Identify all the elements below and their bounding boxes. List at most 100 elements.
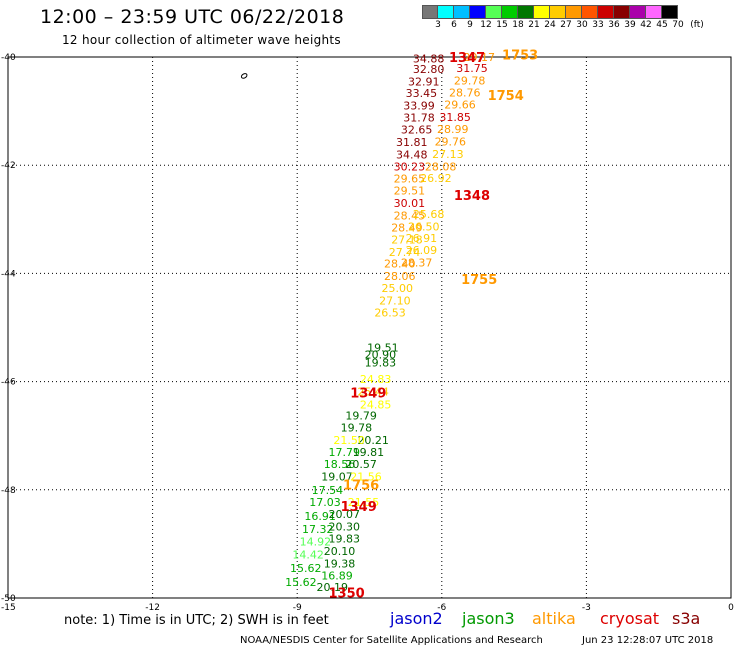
colorbar-label: 3	[435, 20, 441, 30]
wave-height-value: 26.53	[374, 306, 406, 319]
colorbar-label: 33	[592, 20, 604, 30]
wave-height-value: 33.99	[403, 100, 435, 113]
wave-height-value: 20.21	[357, 434, 389, 447]
wave-height-value: 26.91	[406, 232, 438, 245]
wave-height-value: 32.65	[401, 123, 433, 136]
wave-height-value: 26.50	[408, 220, 440, 233]
wave-height-value: 21.50	[333, 434, 365, 447]
colorbar-swatch	[662, 5, 678, 19]
wave-height-value: 29.76	[435, 135, 467, 148]
wave-height-value: 21.55	[348, 496, 380, 509]
wave-height-value: 26.09	[406, 244, 438, 257]
footnote: note: 1) Time is in UTC; 2) SWH is in fe…	[64, 613, 329, 628]
x-tick-label: -15	[1, 603, 16, 613]
y-tick-label: -50	[1, 594, 16, 604]
wave-height-value: 31.81	[396, 136, 428, 149]
y-tick-label: -40	[1, 53, 16, 63]
legend-item-s3a: s3a	[672, 609, 701, 628]
wave-height-value: 29.51	[394, 185, 426, 198]
wave-height-value: 14.42	[292, 549, 324, 562]
wave-height-value: 25.00	[382, 282, 414, 295]
wave-height-value: 30.23	[394, 160, 426, 173]
legend-item-altika: altika	[532, 609, 576, 628]
wave-height-value: 15.62	[285, 576, 317, 589]
colorbar-label: 15	[496, 20, 508, 30]
wave-height-value: 27.74	[389, 246, 421, 259]
wave-height-value: 24.85	[360, 398, 392, 411]
colorbar-labels: 3 6 9 12 15 18 21 24 27 30 33 36 39 42 45 70 (ft)	[422, 20, 740, 34]
colorbar-swatch	[502, 5, 518, 19]
pass-time-label: 1348	[454, 189, 490, 204]
wave-height-value: 19.83	[329, 532, 361, 545]
map-subtitle: 12 hour collection of altimeter wave hei…	[62, 33, 341, 47]
wave-height-value: 15.62	[290, 562, 322, 575]
colorbar-label: 39	[624, 20, 636, 30]
colorbar-swatch	[582, 5, 598, 19]
wave-height-value: 28.37	[401, 257, 433, 270]
wave-height-value: 20.10	[324, 545, 356, 558]
wave-height-value: 32.80	[413, 63, 445, 76]
wave-height-value: 17.32	[302, 523, 334, 536]
wave-height-value: 17.54	[312, 484, 344, 497]
wave-height-value: 34.88	[413, 53, 445, 66]
wave-height-value: 20.19	[316, 581, 348, 594]
credit-line: NOAA/NESDIS Center for Satellite Applica…	[240, 635, 543, 646]
colorbar-swatch	[486, 5, 502, 19]
pass-time-label: 1347	[449, 51, 485, 66]
wave-height-value: 20.90	[365, 349, 397, 362]
wave-height-value: 19.38	[324, 557, 356, 570]
colorbar-label: 6	[451, 20, 457, 30]
colorbar-swatch	[646, 5, 662, 19]
pass-time-label: 1350	[329, 587, 365, 602]
wave-height-value: 29.17	[463, 51, 495, 64]
colorbar-swatch	[518, 5, 534, 19]
wave-height-value: 31.78	[403, 112, 435, 125]
map-frame	[7, 56, 732, 599]
wave-height-value: 30.01	[394, 197, 426, 210]
wave-height-value: 28.40	[384, 258, 416, 271]
wave-height-value: 28.08	[425, 160, 457, 173]
colorbar-label: 21	[528, 20, 540, 30]
legend-item-jason3: jason3	[462, 609, 515, 628]
colorbar-swatch	[422, 5, 438, 19]
colorbar-swatch	[566, 5, 582, 19]
wave-height-value: 28.99	[437, 123, 469, 136]
x-tick-label: -3	[582, 603, 591, 613]
wave-height-value: 18.56	[324, 458, 356, 471]
pass-time-label: 1754	[488, 89, 524, 104]
colorbar-swatch	[454, 5, 470, 19]
x-tick-label: -9	[293, 603, 302, 613]
colorbar-swatch	[598, 5, 614, 19]
island-marker	[240, 73, 248, 79]
colorbar-label: 24	[544, 20, 556, 30]
colorbar-label: (ft)	[690, 20, 704, 30]
wave-height-value: 17.79	[329, 446, 361, 459]
y-tick-label: -42	[1, 161, 16, 171]
y-tick-label: -44	[1, 269, 16, 279]
wave-height-value: 17.03	[309, 496, 341, 509]
wave-height-colorbar	[422, 5, 678, 19]
colorbar-swatch	[534, 5, 550, 19]
wave-height-value: 28.06	[384, 270, 416, 283]
pass-time-label: 1349	[341, 500, 377, 515]
generation-timestamp: Jun 23 12:28:07 UTC 2018	[582, 635, 714, 646]
wave-height-value: 27.10	[379, 294, 411, 307]
colorbar-label: 12	[480, 20, 492, 30]
wave-height-value: 20.57	[345, 458, 377, 471]
wave-height-value: 31.75	[456, 62, 488, 75]
x-tick-label: -6	[437, 603, 446, 613]
pass-time-label: 1756	[343, 478, 379, 493]
colorbar-label: 9	[467, 20, 473, 30]
x-tick-label: 0	[728, 603, 734, 613]
colorbar-label: 36	[608, 20, 620, 30]
wave-height-value: 29.78	[454, 74, 486, 87]
colorbar-swatch	[470, 5, 486, 19]
legend-item-jason2: jason2	[390, 609, 443, 628]
y-tick-label: -46	[1, 378, 16, 388]
wave-height-value: 31.85	[439, 111, 471, 124]
colorbar-label: 42	[640, 20, 652, 30]
wave-height-value: 20.30	[329, 521, 361, 534]
pass-time-label: 1753	[502, 48, 538, 63]
y-tick-label: -48	[1, 486, 16, 496]
